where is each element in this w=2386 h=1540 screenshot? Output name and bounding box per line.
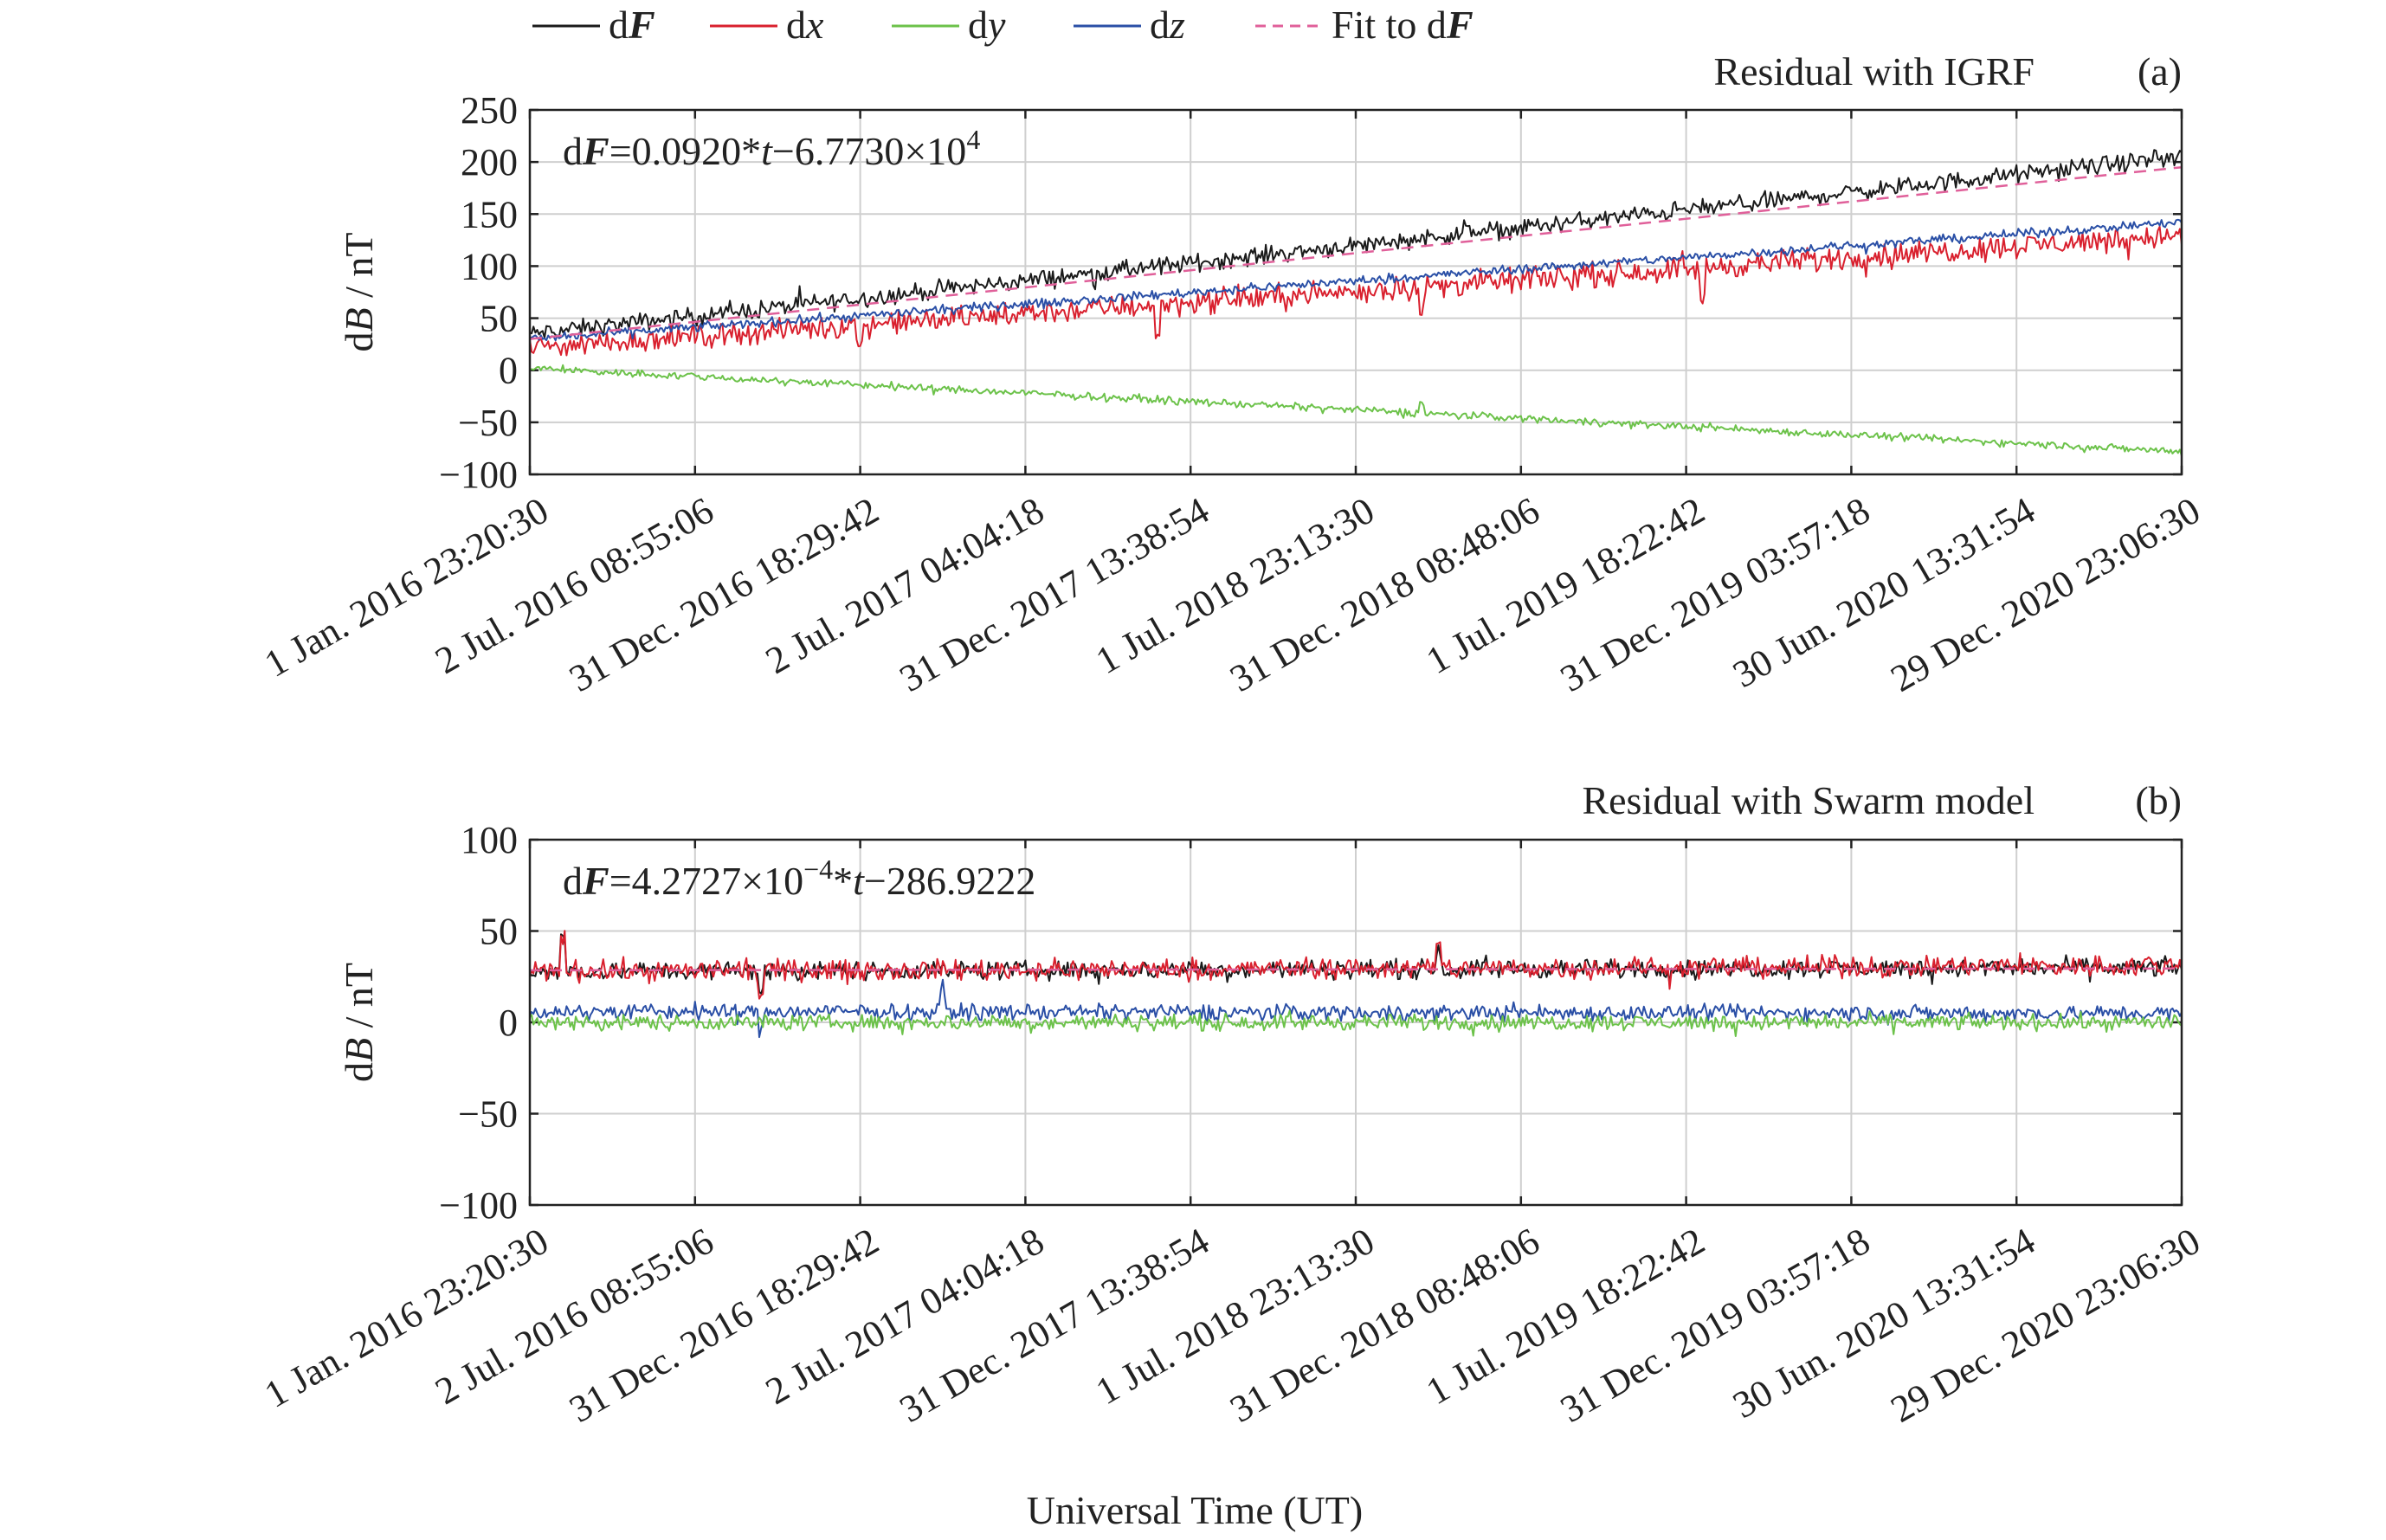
x-tick-label: 29 Dec. 2020 23:06:30 xyxy=(1884,1220,2208,1431)
legend-label-variable: z xyxy=(1169,3,1185,47)
legend-label-prefix: d xyxy=(786,3,806,47)
legend: dF dx dy dz Fit to dF xyxy=(532,3,1474,47)
panel-title: Residual with Swarm model xyxy=(1582,778,2035,822)
y-tick-label: 0 xyxy=(499,350,518,392)
legend-item: Fit to dF xyxy=(1255,3,1474,47)
plot-frame xyxy=(528,108,2183,476)
x-tick-label: 31 Dec. 2017 13:38:54 xyxy=(893,1220,1216,1431)
series-line-dy xyxy=(529,1009,2183,1037)
formula-lhs-variable: F xyxy=(582,859,609,903)
y-tick-label: 50 xyxy=(480,298,518,340)
formula-exponent: 4 xyxy=(966,124,980,155)
legend-item: dF xyxy=(532,3,655,47)
formula-time-variable: t xyxy=(853,859,865,903)
legend-item: dx xyxy=(710,3,824,47)
x-tick-label: 1 Jul. 2019 18:22:42 xyxy=(1419,1220,1712,1413)
x-tick-label: 2 Jul. 2017 04:04:18 xyxy=(758,1220,1051,1413)
y-axis-label: dB / nT xyxy=(337,963,381,1082)
formula-intercept: −286.9222 xyxy=(864,859,1035,903)
formula-time-variable: t xyxy=(761,129,773,173)
x-tick-label: 1 Jul. 2018 23:13:30 xyxy=(1089,1220,1382,1413)
x-tick-label: 1 Jul. 2018 23:13:30 xyxy=(1089,489,1382,682)
y-axis-label-prefix: d xyxy=(337,1062,381,1082)
x-tick-label: 31 Dec. 2017 13:38:54 xyxy=(893,489,1216,700)
series-line-dz xyxy=(529,978,2183,1039)
y-axis-label-unit: / nT xyxy=(337,963,381,1038)
series-group xyxy=(529,149,2183,457)
y-axis-label-prefix: d xyxy=(337,332,381,352)
panel-a-residual-igrf: 1 Jan. 2016 23:20:302 Jul. 2016 08:55:06… xyxy=(257,49,2207,700)
series-line-dy xyxy=(530,364,2183,457)
plot-frame xyxy=(528,838,2183,1207)
x-tick-label: 31 Dec. 2019 03:57:18 xyxy=(1553,1220,1877,1431)
x-axis-label: Universal Time (UT) xyxy=(1027,1488,1363,1532)
legend-label-prefix: Fit to d xyxy=(1332,3,1447,47)
formula-lhs-prefix: d xyxy=(563,129,583,173)
x-tick-label: 31 Dec. 2016 18:29:42 xyxy=(562,1220,886,1431)
x-tick-label: 1 Jul. 2019 18:22:42 xyxy=(1419,489,1712,682)
x-tick-label: 31 Dec. 2018 08:48:06 xyxy=(1223,1220,1547,1431)
panel-tag: (a) xyxy=(2138,49,2182,93)
series-line-df xyxy=(529,933,2183,995)
panel-tag: (b) xyxy=(2135,778,2182,822)
series-line-fit-to-df xyxy=(529,165,2183,340)
y-tick-label: −100 xyxy=(439,1184,518,1227)
panel-b-residual-swarm: 1 Jan. 2016 23:20:302 Jul. 2016 08:55:06… xyxy=(257,778,2207,1431)
series-line-dx xyxy=(529,930,2183,1000)
legend-label-variable: F xyxy=(1446,3,1474,47)
series-line-fit-to-df xyxy=(529,967,2183,972)
legend-label: dx xyxy=(786,3,824,47)
formula-intercept: −6.7730×10 xyxy=(772,129,966,173)
y-tick-label: 50 xyxy=(480,911,518,953)
x-tick-label: 2 Jul. 2016 08:55:06 xyxy=(428,489,720,682)
series-line-dz xyxy=(529,218,2183,342)
panel-title: Residual with IGRF xyxy=(1713,49,2035,93)
legend-label: dF xyxy=(609,3,655,47)
legend-label-prefix: d xyxy=(609,3,629,47)
y-axis-label-variable: B xyxy=(337,1038,381,1062)
formula-lhs-prefix: d xyxy=(563,859,583,903)
legend-label-prefix: d xyxy=(968,3,988,47)
legend-label-prefix: d xyxy=(1150,3,1170,47)
x-tick-label: 31 Dec. 2016 18:29:42 xyxy=(562,489,886,700)
legend-item: dz xyxy=(1074,3,1185,47)
legend-label-variable: F xyxy=(628,3,655,47)
formula-coefficient: =4.2727×10 xyxy=(609,859,803,903)
formula-exponent: −4 xyxy=(803,854,833,885)
x-tick-label: 2 Jul. 2016 08:55:06 xyxy=(428,1220,720,1413)
x-tick-label: 1 Jan. 2016 23:20:30 xyxy=(257,1220,555,1416)
formula-lhs-variable: F xyxy=(582,129,609,173)
formula-operator: * xyxy=(833,859,853,903)
y-tick-label: 100 xyxy=(461,819,518,861)
legend-label: Fit to dF xyxy=(1332,3,1474,47)
y-tick-label: 100 xyxy=(461,245,518,287)
y-axis-label-variable: B xyxy=(337,307,381,332)
fit-formula: dF=4.2727×10−4*t−286.9222 xyxy=(563,854,1035,903)
y-tick-label: −100 xyxy=(439,454,518,496)
y-tick-label: −50 xyxy=(458,402,518,444)
y-tick-label: −50 xyxy=(458,1093,518,1136)
series-line-df xyxy=(529,149,2183,339)
x-tick-label: 1 Jan. 2016 23:20:30 xyxy=(257,489,555,686)
series-group xyxy=(529,930,2183,1039)
legend-label: dz xyxy=(1150,3,1185,47)
x-tick-label: 31 Dec. 2019 03:57:18 xyxy=(1553,489,1877,700)
legend-label-variable: y xyxy=(984,3,1006,47)
y-tick-label: 250 xyxy=(461,89,518,132)
y-tick-label: 0 xyxy=(499,1002,518,1044)
legend-item: dy xyxy=(892,3,1006,47)
x-tick-label: 29 Dec. 2020 23:06:30 xyxy=(1884,489,2208,700)
x-tick-label: 31 Dec. 2018 08:48:06 xyxy=(1223,489,1547,700)
legend-label-variable: x xyxy=(805,3,824,47)
y-axis-label-unit: / nT xyxy=(337,233,381,308)
series-line-dx xyxy=(529,225,2183,357)
y-tick-label: 200 xyxy=(461,141,518,184)
formula-coefficient: =0.0920* xyxy=(609,129,761,173)
x-tick-label: 2 Jul. 2017 04:04:18 xyxy=(758,489,1051,682)
y-tick-label: 150 xyxy=(461,193,518,235)
y-axis-label: dB / nT xyxy=(337,233,381,352)
fit-formula: dF=0.0920*t−6.7730×104 xyxy=(563,124,980,173)
legend-label: dy xyxy=(968,3,1006,47)
